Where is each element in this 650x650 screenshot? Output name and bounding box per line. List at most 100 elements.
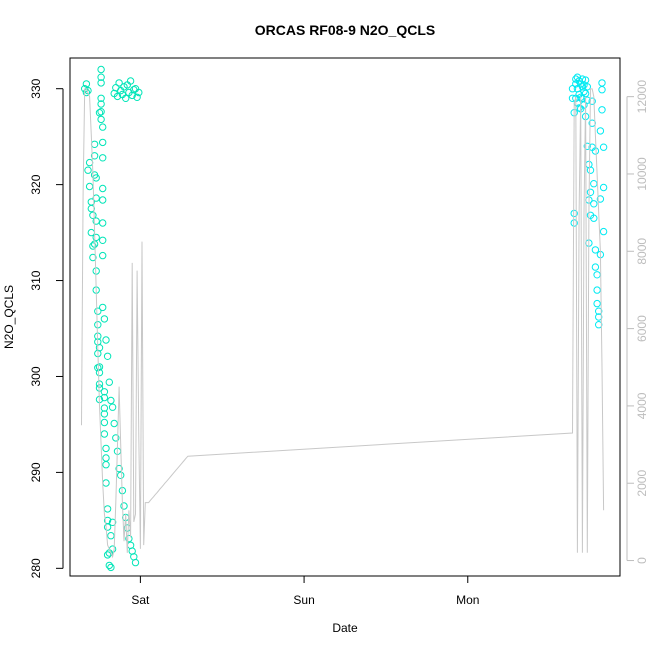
right-tick-label: 8000 (635, 238, 649, 265)
data-point (92, 194, 100, 202)
right-tick-label: 12000 (635, 80, 649, 114)
data-point (573, 73, 582, 81)
data-point (586, 188, 595, 197)
data-point (578, 83, 587, 91)
y-axis-label: N2O_QCLS (2, 285, 16, 349)
data-point (99, 219, 107, 227)
data-point (89, 253, 97, 262)
data-point (87, 198, 96, 206)
series-points-1 (568, 73, 608, 329)
data-point (593, 286, 601, 294)
x-tick-label: Sun (293, 593, 314, 607)
data-point (95, 344, 104, 352)
right-y-axis: 0 2000 4000 6000 8000 10000 12000 (626, 80, 649, 564)
data-point (598, 106, 606, 114)
data-point (84, 166, 92, 174)
data-point (99, 303, 107, 312)
data-point (120, 502, 128, 510)
data-point (583, 142, 591, 151)
left-tick-label: 280 (29, 558, 43, 578)
data-point (99, 123, 107, 131)
data-point (102, 461, 110, 469)
right-tick-label: 2000 (635, 470, 649, 497)
left-tick-label: 320 (29, 174, 43, 194)
data-point (90, 152, 99, 160)
data-point (99, 251, 107, 260)
data-point (581, 76, 590, 84)
x-axis: Sat Sun Mon (131, 576, 479, 607)
data-point (95, 109, 104, 117)
data-point (97, 108, 105, 116)
left-tick-label: 300 (29, 366, 43, 386)
data-point (82, 80, 91, 88)
data-point (598, 86, 606, 94)
data-point (99, 138, 107, 147)
data-point (105, 378, 114, 386)
data-point (97, 100, 105, 108)
data-point (97, 94, 105, 103)
data-point (95, 363, 104, 371)
data-point (596, 127, 605, 135)
data-point (115, 79, 123, 87)
right-tick-label: 0 (635, 557, 649, 564)
data-point (103, 523, 112, 531)
data-point (108, 403, 117, 411)
series-line-2 (81, 88, 605, 559)
data-point (99, 196, 107, 204)
x-axis-label: Date (332, 621, 358, 635)
data-point (92, 233, 100, 242)
data-point (95, 368, 104, 377)
data-point (100, 315, 109, 323)
data-point (92, 217, 100, 225)
data-point (100, 388, 109, 396)
x-tick-label: Mon (456, 593, 479, 607)
right-tick-label: 4000 (635, 392, 649, 419)
data-point (583, 83, 591, 91)
data-point (102, 444, 110, 453)
data-point (99, 154, 107, 162)
data-point (90, 140, 99, 149)
data-point (100, 430, 109, 438)
data-point (102, 454, 110, 462)
data-point (97, 65, 105, 74)
left-tick-label: 310 (29, 270, 43, 290)
data-point (125, 534, 133, 543)
data-point (115, 464, 123, 473)
data-point (590, 214, 598, 222)
data-point (100, 404, 109, 412)
chart-title: ORCAS RF08-9 N2O_QCLS (255, 22, 435, 38)
x-tick-label: Sat (131, 593, 150, 607)
data-point (590, 200, 598, 208)
data-point (591, 147, 600, 155)
data-point (110, 419, 118, 428)
data-point (598, 79, 606, 87)
data-point (599, 143, 608, 151)
data-point (97, 115, 105, 124)
data-point (100, 418, 109, 427)
data-point (595, 313, 603, 321)
data-point (102, 479, 110, 487)
data-point (599, 227, 608, 236)
data-point (100, 393, 109, 402)
data-point (85, 182, 94, 191)
data-point (591, 246, 600, 254)
data-point (570, 219, 578, 227)
data-point (95, 380, 104, 388)
data-point (107, 532, 115, 540)
series-layer (81, 65, 608, 572)
data-point (107, 396, 115, 405)
data-point (103, 352, 112, 360)
data-point (595, 307, 603, 315)
right-tick-label: 10000 (635, 157, 649, 191)
data-point (581, 89, 590, 98)
data-point (126, 77, 135, 85)
data-point (133, 93, 141, 102)
data-point (89, 211, 97, 220)
data-point (590, 180, 598, 188)
data-point (586, 166, 595, 174)
data-point (593, 299, 601, 308)
data-point (102, 336, 110, 344)
data-point (112, 434, 120, 442)
data-point (135, 88, 143, 97)
